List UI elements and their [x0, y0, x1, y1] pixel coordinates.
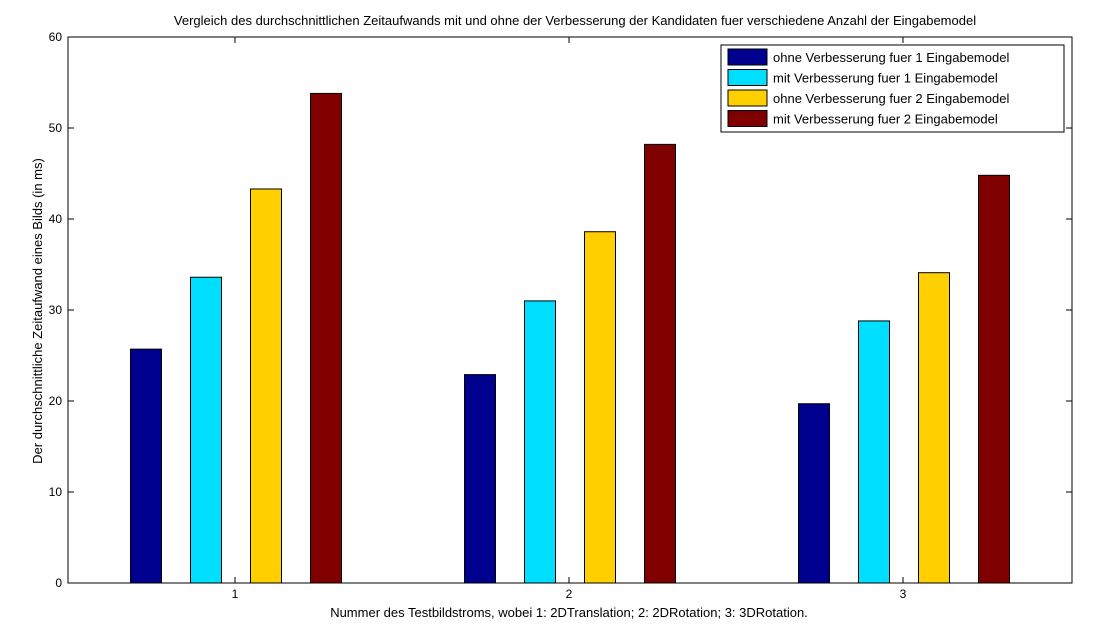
- y-tick-label: 10: [49, 485, 63, 499]
- bar-series3-cat1: [250, 188, 282, 584]
- y-tick-label: 30: [49, 303, 63, 317]
- y-tick-label: 20: [49, 394, 63, 408]
- bar-series3-cat3: [918, 272, 950, 584]
- bar-series1-cat3: [798, 403, 830, 584]
- bar-series2-cat1: [190, 276, 222, 584]
- legend-swatch-2: [727, 69, 768, 86]
- legend-swatch-1: [727, 48, 768, 66]
- y-tick-label: 60: [49, 30, 63, 44]
- ticks-group: 0 10 20 30 40 50 60 1 2 3: [49, 30, 1072, 601]
- y-tick-label: 40: [49, 212, 63, 226]
- bar-series4-cat1: [310, 92, 342, 584]
- legend-swatch-3: [727, 89, 768, 107]
- y-tick-label: 0: [55, 576, 62, 590]
- legend-label-4: mit Verbesserung fuer 2 Eingabemodel: [773, 112, 998, 127]
- legend-swatch-4: [727, 110, 768, 127]
- bar-series2-cat3: [858, 320, 890, 584]
- y-tick-label: 50: [49, 121, 63, 135]
- bar-series4-cat3: [978, 174, 1010, 584]
- bars-group: [130, 92, 1010, 584]
- legend-box: [720, 44, 1065, 133]
- chart-title: Vergleich des durchschnittlichen Zeitauf…: [174, 13, 976, 28]
- legend-label-1: ohne Verbesserung fuer 1 Eingabemodel: [773, 50, 1009, 65]
- bar-series1-cat2: [464, 374, 496, 584]
- x-axis-label: Nummer des Testbildstroms, wobei 1: 2DTr…: [330, 605, 808, 620]
- legend: ohne Verbesserung fuer 1 Eingabemodel mit…: [720, 44, 1065, 133]
- x-tick-label: 3: [900, 587, 907, 601]
- x-tick-label: 2: [566, 587, 573, 601]
- bar-series4-cat2: [644, 143, 676, 584]
- legend-label-3: ohne Verbesserung fuer 2 Eingabemodel: [773, 91, 1009, 106]
- y-axis-label: Der durchschnittliche Zeitaufwand eines …: [30, 158, 45, 464]
- legend-label-2: mit Verbesserung fuer 1 Eingabemodel: [773, 71, 998, 86]
- bar-series2-cat2: [524, 300, 556, 584]
- bar-series1-cat1: [130, 348, 162, 584]
- x-tick-label: 1: [232, 587, 239, 601]
- bar-series3-cat2: [584, 231, 616, 584]
